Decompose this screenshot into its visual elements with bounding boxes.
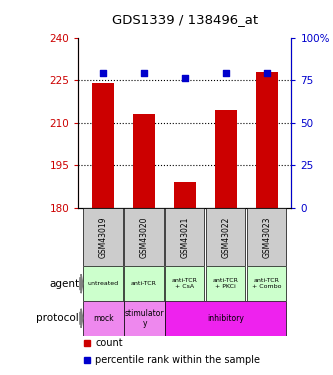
Text: count: count <box>95 338 123 348</box>
Bar <box>83 301 124 336</box>
Text: protocol: protocol <box>36 313 79 323</box>
Text: agent: agent <box>49 279 79 289</box>
Text: GSM43019: GSM43019 <box>98 216 107 258</box>
Point <box>264 70 269 76</box>
Point <box>141 70 147 76</box>
Text: anti-TCR
+ PKCi: anti-TCR + PKCi <box>213 278 239 289</box>
Bar <box>165 266 204 301</box>
Bar <box>165 301 286 336</box>
Text: untreated: untreated <box>87 281 119 286</box>
Point <box>182 75 187 81</box>
Bar <box>255 72 278 208</box>
Bar <box>173 182 196 208</box>
Text: GSM43020: GSM43020 <box>139 216 148 258</box>
FancyArrow shape <box>80 309 83 328</box>
Bar <box>83 208 123 266</box>
Text: anti-TCR: anti-TCR <box>131 281 157 286</box>
Text: mock: mock <box>93 314 114 323</box>
Bar <box>214 110 237 208</box>
Text: GSM43023: GSM43023 <box>262 216 271 258</box>
Text: stimulator
y: stimulator y <box>125 309 165 328</box>
Bar <box>124 266 164 301</box>
Bar <box>92 83 114 208</box>
Text: GSM43021: GSM43021 <box>180 216 189 258</box>
Text: GSM43022: GSM43022 <box>221 216 230 258</box>
Text: GDS1339 / 138496_at: GDS1339 / 138496_at <box>112 13 258 26</box>
Bar <box>206 208 245 266</box>
Bar <box>124 208 164 266</box>
Bar <box>247 266 286 301</box>
Bar <box>124 301 165 336</box>
Text: anti-TCR
+ Combo: anti-TCR + Combo <box>252 278 281 289</box>
Text: percentile rank within the sample: percentile rank within the sample <box>95 354 260 364</box>
Bar <box>165 208 204 266</box>
Point <box>223 70 228 76</box>
Text: anti-TCR
+ CsA: anti-TCR + CsA <box>172 278 198 289</box>
Point <box>100 70 106 76</box>
FancyArrow shape <box>80 274 83 293</box>
Bar <box>83 266 123 301</box>
Bar <box>206 266 245 301</box>
Bar <box>247 208 286 266</box>
Bar <box>133 114 155 208</box>
Text: inhibitory: inhibitory <box>207 314 244 323</box>
